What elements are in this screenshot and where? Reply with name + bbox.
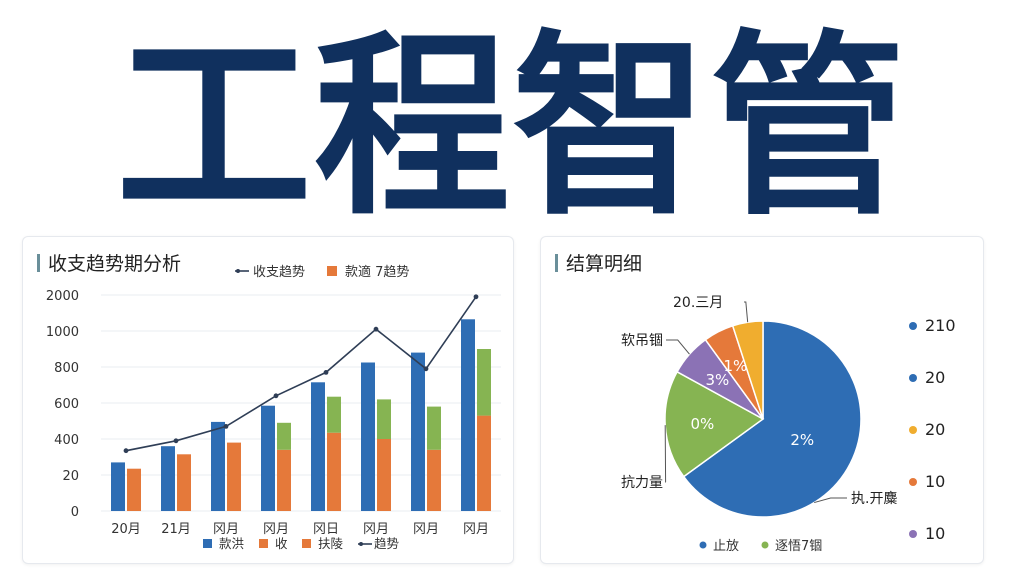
side-legend-label: 10 bbox=[925, 524, 945, 543]
side-legend-label: 10 bbox=[925, 472, 945, 491]
legend-label: 款洪 bbox=[219, 536, 244, 551]
legend-label: 扶陵 bbox=[318, 536, 344, 551]
side-legend-label: 20 bbox=[925, 420, 945, 439]
trend-point bbox=[323, 370, 329, 375]
side-legend-dot bbox=[909, 426, 917, 434]
trend-point bbox=[273, 393, 279, 399]
bar-blue bbox=[311, 382, 325, 511]
settlement-title-wrap: 结算明细 bbox=[555, 249, 642, 276]
side-legend-label: 20 bbox=[925, 368, 945, 387]
bar-orange bbox=[127, 468, 141, 511]
hero-title: 工程智管 bbox=[115, 14, 908, 242]
trend-chart-panel: 收支趋势期分析 0 20 400 600 800 1000 2000 20月 21月 冈月 冈月 冈日… bbox=[22, 236, 514, 564]
trend-point bbox=[373, 326, 379, 332]
trend-line bbox=[125, 296, 477, 452]
bar-green-stack bbox=[277, 422, 291, 450]
bar-orange bbox=[427, 449, 441, 511]
x-tick-label: 冈月 bbox=[213, 522, 239, 537]
legend-swatch bbox=[259, 539, 268, 548]
pie-slice-label: 抗力量 bbox=[621, 475, 663, 491]
trend-point bbox=[473, 294, 479, 300]
pie-slice-label: 软吊锢 bbox=[621, 333, 663, 349]
trend-bar-chart: 0 20 400 600 800 1000 2000 20月 21月 冈月 冈月 冈日 冈月 冈月 冈月 收支… bbox=[46, 264, 501, 551]
legend-swatch bbox=[327, 266, 337, 276]
pie-slice-percent: 1% bbox=[724, 357, 748, 375]
bar-orange bbox=[177, 454, 191, 511]
bottom-legend-dot bbox=[699, 541, 707, 549]
pie-slice-percent: 3% bbox=[706, 371, 730, 389]
trend-point bbox=[423, 366, 429, 372]
trend-chart-title-wrap: 收支趋势期分析 bbox=[37, 249, 181, 276]
legend-line-dot bbox=[236, 269, 240, 273]
x-tick-label: 冈月 bbox=[463, 522, 489, 537]
trend-chart-title: 收支趋势期分析 bbox=[48, 253, 182, 275]
y-tick-label: 800 bbox=[54, 361, 79, 376]
pie-slice-label: 执.开麋 bbox=[851, 491, 897, 507]
bottom-legend-dot bbox=[761, 541, 769, 549]
title-accent-bar bbox=[37, 253, 40, 272]
settlement-panel: 结算明细 2% 0% 3% 1% 执.开麋 抗力量 软吊锢 20.三月 210 20 20 10 10 止… bbox=[540, 236, 984, 564]
pie-slice bbox=[664, 370, 765, 478]
bar-blue bbox=[211, 421, 225, 511]
trend-point bbox=[223, 424, 229, 429]
x-tick-label: 21月 bbox=[161, 522, 191, 537]
y-tick-label: 0 bbox=[71, 505, 79, 520]
bar-orange bbox=[277, 449, 291, 511]
bar-green-stack bbox=[327, 396, 341, 433]
bar-blue bbox=[461, 319, 475, 511]
x-tick-label: 20月 bbox=[111, 522, 141, 537]
bar-blue bbox=[261, 405, 275, 511]
bar-blue bbox=[411, 352, 425, 511]
pie-leader-line bbox=[664, 425, 667, 483]
trend-point bbox=[123, 448, 129, 454]
pie-leader-line bbox=[814, 497, 847, 504]
pie-slice-label: 20.三月 bbox=[673, 295, 723, 311]
side-legend-label: 210 bbox=[925, 316, 956, 335]
bar-blue bbox=[361, 362, 375, 511]
y-tick-label: 20 bbox=[62, 469, 79, 484]
bottom-legend-label: 止放 bbox=[713, 539, 739, 554]
trend-point bbox=[173, 438, 179, 444]
bar-green-stack bbox=[427, 406, 441, 450]
title-accent-bar bbox=[555, 253, 558, 272]
side-legend-dot bbox=[909, 478, 917, 486]
y-tick-label: 400 bbox=[54, 433, 79, 448]
bottom-legend-label: 逐悟7锢 bbox=[775, 539, 822, 554]
x-tick-label: 冈月 bbox=[363, 522, 389, 537]
side-legend-dot bbox=[909, 322, 917, 330]
legend-label: 款適 7趋势 bbox=[345, 264, 409, 280]
bar-orange bbox=[377, 439, 391, 511]
bar-green-stack bbox=[377, 399, 391, 439]
x-tick-label: 冈日 bbox=[313, 522, 339, 537]
legend-swatch bbox=[203, 539, 212, 548]
y-tick-label: 1000 bbox=[46, 325, 79, 340]
x-tick-label: 冈月 bbox=[263, 522, 289, 537]
pie-leader-line bbox=[744, 301, 749, 323]
bar-blue bbox=[161, 446, 175, 511]
legend-swatch bbox=[302, 539, 311, 548]
bar-orange bbox=[477, 415, 491, 511]
y-tick-label: 2000 bbox=[46, 289, 79, 304]
legend-label: 收支趋势 bbox=[253, 264, 305, 280]
x-tick-label: 冈月 bbox=[413, 522, 439, 537]
legend-label: 收 bbox=[275, 536, 288, 551]
pie-slice-percent: 2% bbox=[790, 431, 814, 449]
bar-blue bbox=[111, 462, 125, 511]
side-legend-dot bbox=[909, 374, 917, 382]
pie-leader-line bbox=[666, 339, 690, 355]
bar-green-stack bbox=[477, 349, 491, 416]
bar-orange bbox=[227, 442, 241, 511]
y-tick-label: 600 bbox=[54, 397, 79, 412]
pie-slice bbox=[682, 320, 862, 518]
bar-orange bbox=[327, 432, 341, 511]
legend-line-dot bbox=[359, 542, 363, 546]
side-legend-dot bbox=[909, 530, 917, 538]
settlement-pie-chart: 2% 0% 3%1% 执.开麋 抗力量 软吊锢 20.三月 210 20 20 10 10 止放 逐悟7锢 bbox=[621, 295, 956, 554]
legend-label: 趋势 bbox=[374, 536, 400, 551]
settlement-title: 结算明细 bbox=[566, 253, 643, 275]
pie-slice-percent: 0% bbox=[690, 415, 714, 433]
